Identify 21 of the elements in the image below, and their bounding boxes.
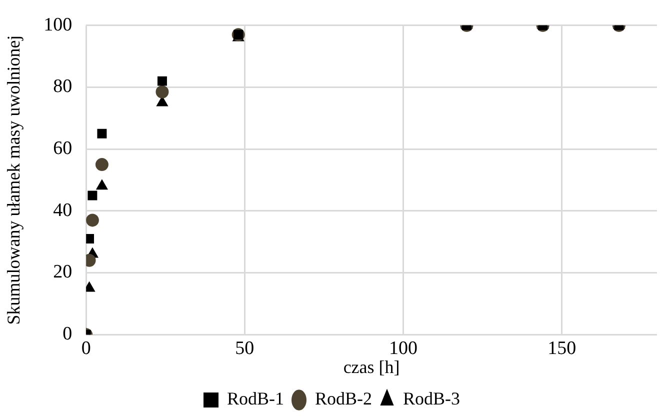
point: [86, 282, 95, 292]
point: [95, 158, 108, 172]
y-tick-label: 60: [53, 138, 72, 160]
point: [86, 214, 99, 227]
y-tick-label: 0: [62, 324, 72, 345]
x-axis-title: czas [h]: [343, 356, 400, 377]
y-tick-label: 100: [44, 14, 72, 36]
point: [97, 128, 107, 138]
y-tick-label: 80: [53, 76, 72, 98]
legend-label: RodB-3: [403, 388, 460, 409]
point: [86, 234, 94, 244]
x-tick-label: 150: [548, 338, 576, 359]
point: [88, 190, 98, 200]
legend-label: RodB-2: [314, 388, 372, 409]
y-axis-title: Skumulowany ułamek masy uwolnionej: [4, 35, 24, 325]
x-tick-label: 100: [389, 338, 418, 359]
y-tick-label: 20: [53, 262, 72, 283]
legend-label: RodB-1: [226, 388, 284, 409]
x-tick-label: 50: [235, 338, 254, 359]
x-tick-label: 0: [81, 338, 91, 359]
y-tick-label: 40: [53, 200, 72, 221]
